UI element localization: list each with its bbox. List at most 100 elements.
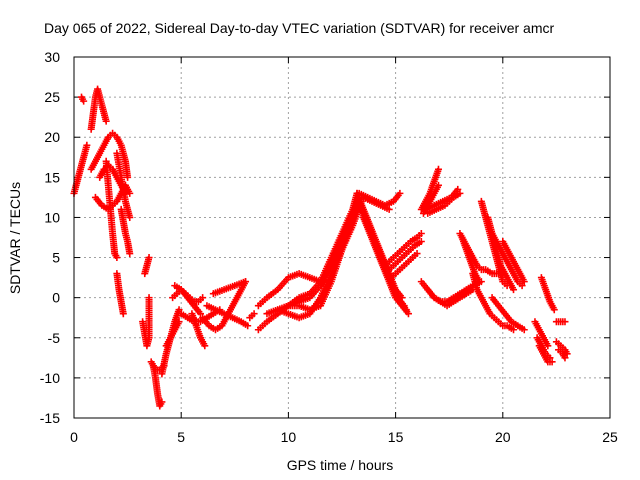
series-s53 xyxy=(531,318,552,350)
series-s20 xyxy=(188,310,209,350)
data-point xyxy=(145,294,153,302)
data-point xyxy=(518,282,526,290)
series-s44 xyxy=(424,286,477,310)
y-tick-label: -10 xyxy=(40,370,60,386)
series-s18 xyxy=(171,282,204,318)
data-point xyxy=(561,354,569,362)
chart-title: Day 065 of 2022, Sidereal Day-to-day VTE… xyxy=(44,20,554,36)
data-point xyxy=(145,254,153,262)
data-point xyxy=(456,189,464,197)
data-point xyxy=(385,205,393,213)
data-point xyxy=(124,173,132,181)
series-s22 xyxy=(203,302,252,330)
x-tick-label: 25 xyxy=(602,429,618,445)
y-tick-label: 5 xyxy=(52,250,60,266)
series-s5 xyxy=(102,157,121,262)
series-s52 xyxy=(488,294,528,334)
data-point xyxy=(102,117,110,125)
series-s47 xyxy=(469,270,518,334)
data-point xyxy=(561,318,569,326)
series-s55 xyxy=(535,342,556,366)
data-point xyxy=(544,342,552,350)
data-point xyxy=(413,250,421,258)
data-point xyxy=(83,141,91,149)
y-tick-label: 0 xyxy=(52,290,60,306)
series-s57 xyxy=(552,318,569,326)
x-tick-label: 20 xyxy=(495,429,511,445)
series-s56 xyxy=(537,274,558,314)
data-point xyxy=(126,250,134,258)
series-s59 xyxy=(555,346,569,362)
data-point xyxy=(113,254,121,262)
series-s16 xyxy=(162,318,183,350)
x-tick-label: 10 xyxy=(281,429,297,445)
x-tick-label: 15 xyxy=(388,429,404,445)
y-tick-label: 20 xyxy=(44,129,60,145)
data-point xyxy=(250,310,258,318)
data-point xyxy=(520,326,528,334)
data-point xyxy=(550,306,558,314)
y-tick-label: 10 xyxy=(44,209,60,225)
series-s10 xyxy=(113,270,127,318)
series-s3 xyxy=(87,85,110,133)
data-point xyxy=(520,278,528,286)
y-tick-label: 30 xyxy=(44,49,60,65)
series-s1 xyxy=(70,141,91,197)
y-tick-label: 15 xyxy=(44,169,60,185)
data-point xyxy=(80,97,88,105)
data-point xyxy=(510,286,518,294)
data-point xyxy=(404,310,412,318)
data-point xyxy=(199,294,207,302)
data-point xyxy=(396,189,404,197)
data-point xyxy=(434,181,442,189)
series-s8 xyxy=(91,181,134,213)
series-s2 xyxy=(78,93,88,105)
series-s11 xyxy=(139,294,153,350)
x-axis-label: GPS time / hours xyxy=(287,457,394,473)
series-s25 xyxy=(254,270,325,310)
series-s12 xyxy=(141,254,153,278)
plot-frame xyxy=(73,56,611,419)
data-point xyxy=(126,189,134,197)
data-point xyxy=(244,322,252,330)
data-point xyxy=(158,398,166,406)
data-point xyxy=(175,306,183,314)
data-point xyxy=(201,342,209,350)
x-tick-label: 5 xyxy=(177,429,185,445)
series-s37 xyxy=(385,238,425,274)
y-tick-label: 25 xyxy=(44,89,60,105)
series-s33 xyxy=(359,213,412,318)
x-tick-label: 0 xyxy=(70,429,78,445)
data-points xyxy=(70,85,571,410)
series-s36 xyxy=(381,229,425,270)
y-tick-label: -5 xyxy=(48,330,61,346)
series-s13 xyxy=(149,362,166,410)
series-s42 xyxy=(424,189,464,217)
data-point xyxy=(175,318,183,326)
y-axis-label: SDTVAR / TECUs xyxy=(7,182,23,294)
series-s7 xyxy=(113,149,134,221)
data-point xyxy=(242,278,250,286)
data-point xyxy=(196,310,204,318)
series-s23 xyxy=(209,278,250,298)
data-point xyxy=(417,229,425,237)
series-s51 xyxy=(499,238,528,286)
series-s35 xyxy=(359,193,393,213)
series-s50 xyxy=(488,229,526,290)
data-point xyxy=(119,310,127,318)
series-s29 xyxy=(284,197,361,314)
series-s9 xyxy=(117,205,134,258)
series-s27 xyxy=(263,193,363,318)
data-point xyxy=(434,165,442,173)
y-tick-label: -15 xyxy=(40,410,60,426)
data-point xyxy=(510,326,518,334)
series-s24 xyxy=(246,310,258,322)
series-s4 xyxy=(87,129,132,181)
tick-labels: 0 5 10 15 20 25 -15 -10 -5 0 5 10 15 20 25 30 xyxy=(40,49,618,445)
grid-lines xyxy=(74,57,610,418)
data-point xyxy=(548,358,556,366)
data-point xyxy=(126,213,134,221)
data-point xyxy=(417,238,425,246)
series-s38 xyxy=(387,250,421,282)
